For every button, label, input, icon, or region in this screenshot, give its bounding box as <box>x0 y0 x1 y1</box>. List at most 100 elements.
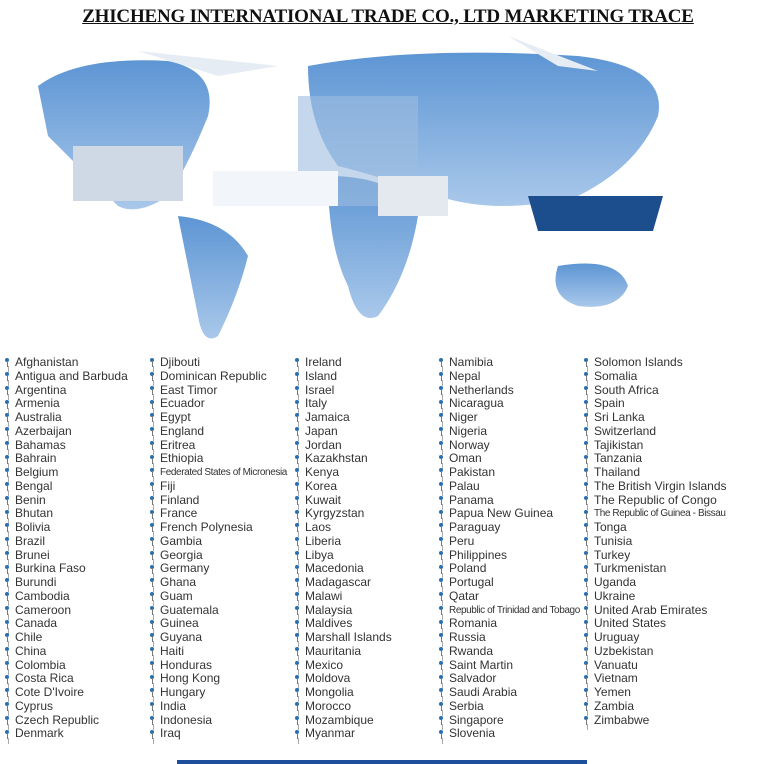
country-column-4: Namibia Nepal Netherlands Nicaragua Niger Nig… <box>438 355 580 741</box>
country-name: Spain <box>594 396 625 411</box>
country-item: Ghana <box>149 575 287 590</box>
map-pin-icon <box>583 385 591 396</box>
country-name: Tanzania <box>594 451 643 466</box>
map-pin-icon <box>294 357 302 368</box>
country-item: Island <box>294 369 392 384</box>
map-pin-icon <box>294 591 302 602</box>
country-item: Zimbabwe <box>583 713 727 728</box>
map-pin-icon <box>438 550 446 561</box>
country-name: Nigeria <box>449 423 488 438</box>
cargo-ship-image <box>528 196 663 231</box>
map-pin-icon <box>149 412 157 423</box>
footer-bar <box>177 760 587 764</box>
map-pin-icon <box>149 605 157 616</box>
country-name: Poland <box>449 561 487 576</box>
country-item: Maldives <box>294 616 392 631</box>
country-name: Cameroon <box>15 602 72 617</box>
map-pin-icon <box>4 591 12 602</box>
country-item: Netherlands <box>438 383 580 398</box>
country-item: Honduras <box>149 658 287 673</box>
country-item: Myanmar <box>294 726 392 741</box>
map-pin-icon <box>583 632 591 643</box>
country-name: Uzbekistan <box>594 643 654 658</box>
country-item: Nicaragua <box>438 396 580 411</box>
map-pin-icon <box>438 467 446 478</box>
country-name: Serbia <box>449 698 484 713</box>
country-name: Romania <box>449 616 498 631</box>
country-name: Panama <box>449 492 494 507</box>
map-pin-icon <box>583 687 591 698</box>
country-item: Philippines <box>438 547 580 563</box>
country-name: Ecuador <box>160 396 205 411</box>
country-name: Philippines <box>449 547 508 562</box>
map-pin-icon <box>149 674 157 685</box>
map-pin-icon <box>149 564 157 575</box>
country-item: Azerbaijan <box>4 424 128 439</box>
country-name: Niger <box>449 410 478 424</box>
map-pin-icon <box>438 632 446 643</box>
country-item: Malawi <box>294 589 392 604</box>
country-name: Korea <box>305 478 338 493</box>
country-item: Burkina Faso <box>4 561 128 576</box>
country-name: Haiti <box>160 643 185 658</box>
country-item: The British Virgin Islands <box>583 479 727 494</box>
country-item: Czech Republic <box>4 713 128 728</box>
country-name: Jamaica <box>305 410 350 424</box>
country-item: Uzbekistan <box>583 643 727 659</box>
map-pin-icon <box>4 454 12 465</box>
country-item: Rwanda <box>438 644 580 659</box>
country-name: Cyprus <box>15 698 54 713</box>
country-item: Kuwait <box>294 493 392 508</box>
country-name: Palau <box>449 478 480 493</box>
country-item: Brazil <box>4 534 128 549</box>
country-name: Brunei <box>15 547 50 562</box>
country-item: Malaysia <box>294 603 392 618</box>
country-name: Uganda <box>594 575 637 589</box>
country-item: Salvador <box>438 671 580 686</box>
country-item: Vietnam <box>583 671 727 686</box>
country-name: Georgia <box>160 547 203 562</box>
country-name: The Republic of Guinea - Bissau <box>594 508 726 520</box>
map-pin-icon <box>149 536 157 547</box>
map-pin-icon <box>583 619 591 630</box>
country-name: Namibia <box>449 355 494 369</box>
country-item: Panama <box>438 492 580 508</box>
map-pin-icon <box>438 687 446 698</box>
map-pin-icon <box>149 591 157 602</box>
country-item: Solomon Islands <box>583 355 727 370</box>
country-name: Argentina <box>15 382 67 397</box>
country-name: Bengal <box>15 478 53 493</box>
country-item: Morocco <box>294 698 392 714</box>
country-item: Namibia <box>438 355 580 370</box>
country-item: Kenya <box>294 465 392 480</box>
country-name: Oman <box>449 451 482 466</box>
map-pin-icon <box>4 467 12 478</box>
country-name: Finland <box>160 492 200 507</box>
country-name: United Arab Emirates <box>594 602 708 617</box>
country-column-5: Solomon Islands Somalia South Africa Spain S… <box>583 355 727 728</box>
country-item: Cyprus <box>4 698 128 714</box>
country-name: Morocco <box>305 698 352 713</box>
map-pin-icon <box>149 646 157 657</box>
country-item: Ireland <box>294 355 392 370</box>
south-america-shape <box>178 216 248 339</box>
map-pin-icon <box>438 646 446 657</box>
page-title: ZHICHENG INTERNATIONAL TRADE CO., LTD MA… <box>82 6 694 27</box>
country-item: Nepal <box>438 369 580 384</box>
country-item: Somalia <box>583 369 727 384</box>
map-pin-icon <box>294 426 302 437</box>
country-name: Costa Rica <box>15 671 74 686</box>
country-item: The Republic of Congo <box>583 493 727 508</box>
country-item: India <box>149 699 287 714</box>
map-pin-icon <box>438 440 446 451</box>
australia-shape <box>555 263 628 307</box>
map-pin-icon <box>583 605 591 616</box>
country-name: Federated States of Micronesia <box>160 467 287 478</box>
country-item: Afghanistan <box>4 355 128 370</box>
map-pin-icon <box>294 715 302 726</box>
map-pin-icon <box>294 605 302 616</box>
map-pin-icon <box>294 550 302 561</box>
country-item: Indonesia <box>149 713 287 728</box>
country-item: Cambodia <box>4 589 128 604</box>
country-item: Macedonia <box>294 561 392 576</box>
